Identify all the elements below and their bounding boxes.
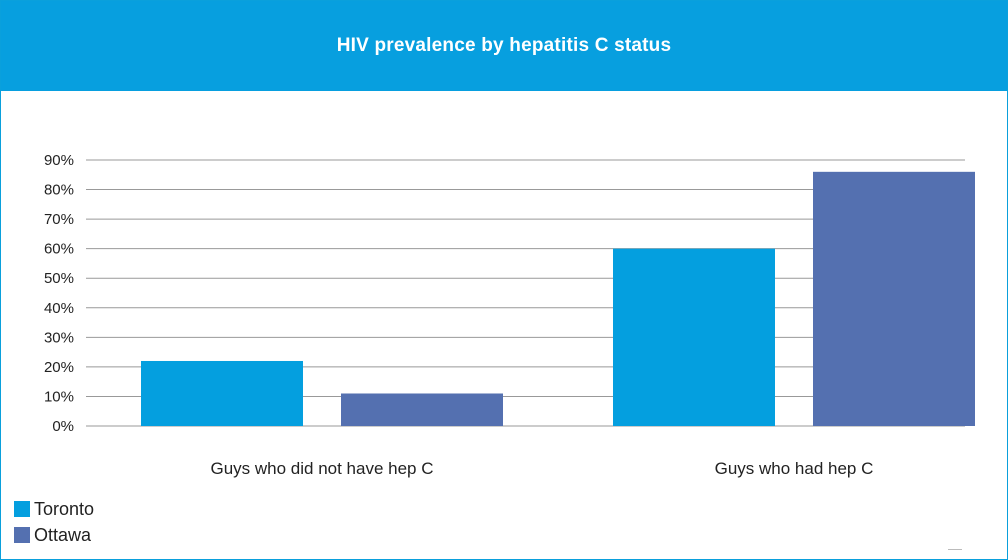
y-tick-label: 40%	[44, 300, 74, 317]
legend-item-ottawa: Ottawa	[14, 522, 94, 548]
chart-title: HIV prevalence by hepatitis C status	[336, 35, 672, 56]
legend-swatch-toronto	[14, 501, 30, 517]
x-category-label: Guys who did not have hep C	[210, 459, 433, 478]
legend-item-toronto: Toronto	[14, 496, 94, 522]
legend-swatch-ottawa	[14, 527, 30, 543]
bar-ottawa-1	[813, 171, 975, 426]
y-tick-label: 0%	[52, 418, 74, 435]
bar-ottawa-0	[341, 393, 503, 426]
bar-chart: 0% 10% 20% 30% 40% 50% 60% 70% 80% 90% Guys who d…	[44, 152, 975, 478]
y-tick-label: 60%	[44, 241, 74, 258]
y-tick-label: 10%	[44, 388, 74, 405]
legend-label-toronto: Toronto	[34, 498, 95, 519]
bar-toronto-1	[613, 248, 775, 426]
y-tick-label: 90%	[44, 152, 74, 169]
y-tick-label: 30%	[44, 329, 74, 346]
legend: Toronto Ottawa	[14, 496, 94, 548]
y-axis-ticks: 0% 10% 20% 30% 40% 50% 60% 70% 80% 90%	[44, 152, 74, 435]
y-tick-label: 80%	[44, 182, 74, 199]
bar-toronto-0	[141, 360, 303, 426]
y-tick-label: 50%	[44, 270, 74, 287]
y-tick-label: 70%	[44, 211, 74, 228]
corner-mark	[948, 549, 962, 550]
x-axis-categories: Guys who did not have hep C Guys who had …	[210, 459, 873, 478]
x-category-label: Guys who had hep C	[715, 459, 874, 478]
bars	[141, 171, 975, 426]
legend-label-ottawa: Ottawa	[34, 524, 92, 545]
y-tick-label: 20%	[44, 359, 74, 376]
title-bar: HIV prevalence by hepatitis C status	[1, 1, 1007, 91]
